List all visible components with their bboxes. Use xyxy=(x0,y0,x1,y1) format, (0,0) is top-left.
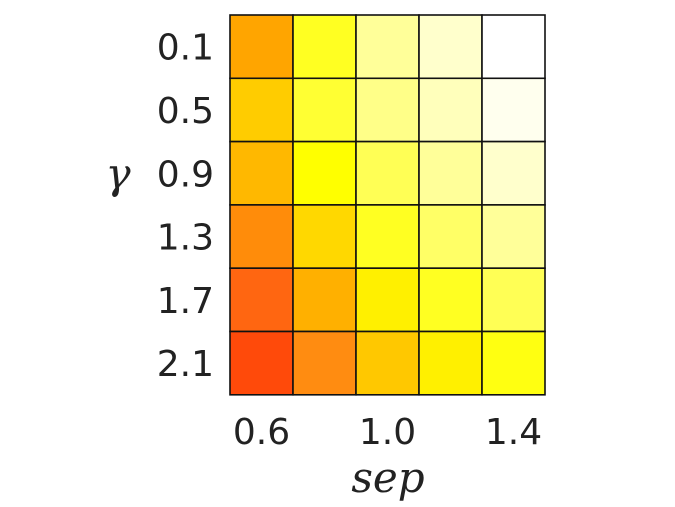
heatmap-cell xyxy=(481,14,546,80)
heatmap-cell xyxy=(229,77,294,143)
y-tick-label: 0.9 xyxy=(157,154,214,195)
heatmap-cell xyxy=(481,330,546,396)
heatmap-cells xyxy=(229,14,546,396)
heatmap-cell xyxy=(418,330,483,396)
x-tick-label: 0.6 xyxy=(233,412,290,453)
heatmap-cell xyxy=(481,267,546,333)
heatmap-cell xyxy=(229,267,294,333)
heatmap-cell xyxy=(229,14,294,80)
heatmap-cell xyxy=(292,14,357,80)
x-tick-label: 1.0 xyxy=(359,412,416,453)
y-axis-label: γ xyxy=(105,149,131,198)
heatmap-cell xyxy=(229,330,294,396)
y-tick-label: 1.3 xyxy=(157,218,214,259)
heatmap-cell xyxy=(418,140,483,206)
y-tick-label: 2.1 xyxy=(157,344,214,385)
heatmap-cell xyxy=(355,140,420,206)
heatmap-cell xyxy=(481,204,546,269)
x-axis-label: sep xyxy=(351,453,424,502)
heatmap-cell xyxy=(418,267,483,333)
y-tick-label: 0.5 xyxy=(157,91,214,132)
heatmap-cell xyxy=(355,77,420,143)
heatmap-cell xyxy=(355,204,420,269)
x-tick-labels: 0.6 1.0 1.4 xyxy=(233,412,542,453)
heatmap-cell xyxy=(292,330,357,396)
heatmap-cell xyxy=(418,14,483,80)
heatmap-cell xyxy=(355,267,420,333)
heatmap-cell xyxy=(292,77,357,143)
y-tick-label: 1.7 xyxy=(157,281,214,322)
heatmap-cell xyxy=(481,77,546,143)
heatmap-cell xyxy=(229,204,294,269)
heatmap-cell xyxy=(355,330,420,396)
heatmap-cell xyxy=(292,140,357,206)
heatmap-cell xyxy=(292,204,357,269)
heatmap-cell xyxy=(292,267,357,333)
heatmap-cell xyxy=(229,140,294,206)
y-tick-labels: 0.1 0.5 0.9 1.3 1.7 2.1 xyxy=(157,28,214,385)
x-tick-label: 1.4 xyxy=(485,412,542,453)
heatmap-cell xyxy=(355,14,420,80)
heatmap-cell xyxy=(418,204,483,269)
y-tick-label: 0.1 xyxy=(157,28,214,69)
heatmap-cell xyxy=(418,77,483,143)
heatmap-cell xyxy=(481,140,546,206)
